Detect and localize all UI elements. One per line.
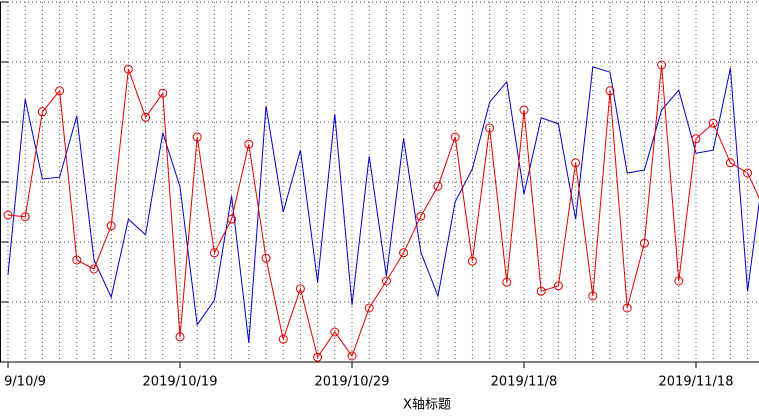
data-point	[691, 134, 701, 144]
data-point	[278, 334, 288, 344]
data-point	[20, 212, 30, 222]
data-point	[381, 276, 391, 286]
data-point	[605, 86, 615, 96]
data-point	[330, 327, 340, 337]
data-point	[433, 181, 443, 191]
data-point	[657, 60, 667, 70]
data-point	[536, 286, 546, 296]
data-point	[55, 86, 65, 96]
data-point	[175, 332, 185, 342]
data-point	[3, 210, 13, 220]
data-point	[244, 139, 254, 149]
data-point	[141, 112, 151, 122]
data-point	[295, 284, 305, 294]
data-point	[519, 105, 529, 115]
series-line	[7, 64, 759, 359]
data-point	[261, 253, 271, 263]
data-point	[209, 248, 219, 258]
data-point	[708, 118, 718, 128]
data-point	[399, 248, 409, 258]
data-point	[37, 107, 47, 117]
data-point	[588, 291, 598, 301]
data-point	[674, 276, 684, 286]
series-line	[7, 66, 759, 343]
data-point	[158, 88, 168, 98]
data-point	[725, 158, 735, 168]
data-point	[639, 238, 649, 248]
data-point	[364, 303, 374, 313]
data-point	[485, 123, 495, 133]
x-axis-title: X轴标题	[403, 398, 451, 413]
x-tick-label: 2019/11/18	[659, 375, 734, 390]
data-point	[313, 352, 323, 362]
data-point	[416, 211, 426, 221]
data-point	[123, 64, 133, 74]
x-tick-label: 9/10/9	[4, 375, 46, 390]
data-point	[106, 221, 116, 231]
data-point	[192, 132, 202, 142]
data-point	[467, 256, 477, 266]
data-point	[502, 277, 512, 287]
data-point	[743, 168, 753, 178]
x-tick-label: 2019/11/8	[491, 375, 558, 390]
data-point	[622, 303, 632, 313]
x-tick-label: 2019/10/19	[143, 375, 218, 390]
data-point	[347, 351, 357, 361]
data-point	[89, 264, 99, 274]
data-point	[227, 214, 237, 224]
data-point	[450, 132, 460, 142]
x-tick-label: 2019/10/29	[315, 375, 390, 390]
data-point	[72, 255, 82, 265]
data-point	[553, 281, 563, 291]
data-point	[571, 158, 581, 168]
